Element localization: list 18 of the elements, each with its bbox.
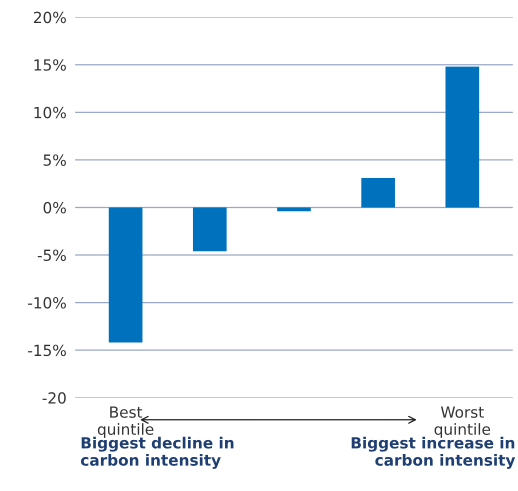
- bar: [192, 207, 227, 252]
- y-tick-label: 20%: [34, 12, 66, 24]
- y-tick-label: -5%: [38, 249, 66, 262]
- bar: [277, 207, 311, 212]
- y-tick-label: 15%: [34, 59, 66, 71]
- x-tick-label: Best quintile: [98, 406, 154, 438]
- bar: [361, 178, 395, 208]
- text: Biggest decline in carbon intensity: [80, 436, 234, 469]
- x-tick-label: Worst quintile: [434, 406, 490, 438]
- bar: [108, 207, 142, 343]
- bar: [445, 66, 480, 208]
- y-tick-label: 0%: [44, 202, 66, 214]
- y-tick-label: -20: [42, 392, 66, 404]
- y-tick-label: -10%: [28, 297, 66, 309]
- y-tick-label: -15%: [28, 344, 66, 356]
- y-tick-label: 10%: [34, 106, 66, 118]
- y-tick-label: 5%: [44, 154, 66, 166]
- text: Biggest increase in carbon intensity: [352, 436, 516, 469]
